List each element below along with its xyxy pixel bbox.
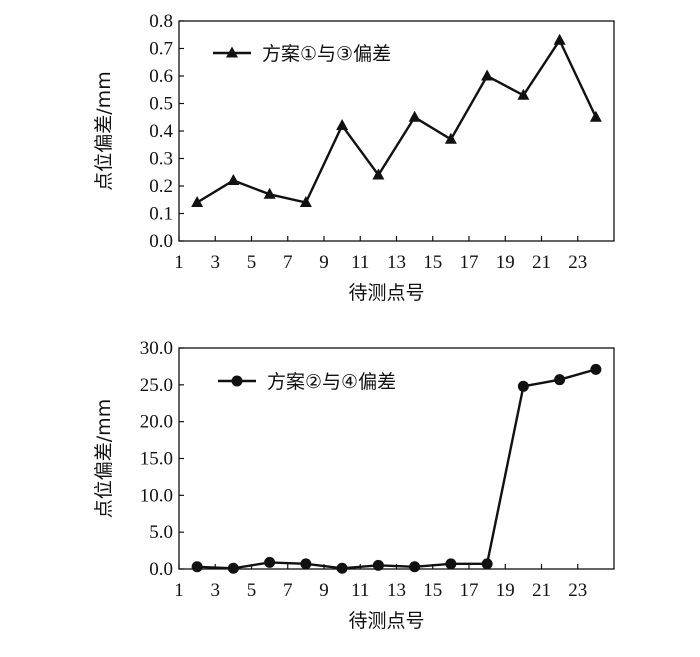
x-tick-label: 17 <box>460 252 479 273</box>
data-point <box>227 562 239 574</box>
x-tick-label: 5 <box>247 580 257 601</box>
y-tick-label: 0.5 <box>149 94 173 115</box>
data-point <box>445 558 457 570</box>
y-tick-label: 0.4 <box>149 121 173 142</box>
y-tick-label: 0.7 <box>149 39 173 60</box>
bottom-chart: 0.05.010.015.020.025.030.01 3 5 7 9 11 13 15 17 1… <box>93 338 615 632</box>
data-point <box>300 558 312 570</box>
data-point <box>517 380 529 392</box>
x-tick-label: 11 <box>351 252 369 273</box>
x-tick-label: 7 <box>283 580 293 601</box>
y-tick-label: 0.1 <box>149 204 173 225</box>
y-tick-label: 5.0 <box>149 522 173 543</box>
legend-marker <box>226 46 238 58</box>
x-tick-label: 9 <box>319 580 329 601</box>
y-tick-label: 30.0 <box>140 338 173 359</box>
legend-label: 方案②与④偏差 <box>267 371 396 393</box>
data-point <box>589 110 602 122</box>
x-tick-label: 11 <box>351 580 369 601</box>
y-tick-label: 15.0 <box>140 449 173 470</box>
legend-marker <box>231 375 243 387</box>
data-point <box>264 556 276 568</box>
y-axis-title: 点位偏差/mm <box>93 399 115 518</box>
x-tick-label: 19 <box>496 580 515 601</box>
x-tick-label: 1 <box>174 580 184 601</box>
x-tick-label: 21 <box>532 580 551 601</box>
x-tick-label: 3 <box>211 580 221 601</box>
y-tick-label: 0.6 <box>149 66 173 87</box>
data-point <box>191 561 203 573</box>
y-tick-label: 0.0 <box>149 231 173 252</box>
y-tick-label: 20.0 <box>140 412 173 433</box>
data-point <box>263 187 276 199</box>
x-tick-label: 23 <box>568 580 587 601</box>
x-tick-label: 13 <box>387 252 406 273</box>
x-tick-label: 19 <box>496 252 515 273</box>
data-point <box>336 562 348 574</box>
data-point <box>191 196 204 207</box>
x-tick-label: 7 <box>283 252 293 273</box>
data-point <box>227 174 240 185</box>
x-tick-label: 13 <box>387 580 406 601</box>
x-tick-label: 9 <box>319 252 329 273</box>
x-tick-label: 15 <box>423 580 442 601</box>
data-point <box>554 374 566 386</box>
data-point <box>372 168 385 180</box>
y-tick-label: 10.0 <box>140 485 173 506</box>
data-point <box>336 119 349 130</box>
series-line <box>196 37 597 204</box>
data-point <box>590 363 602 375</box>
x-tick-label: 3 <box>211 252 221 273</box>
data-point <box>444 132 457 144</box>
x-tick-label: 15 <box>423 252 442 273</box>
data-point <box>408 110 421 122</box>
top-chart: 0.00.10.20.30.40.50.60.70.81 3 5 7 9 11 13 15 17… <box>93 11 615 304</box>
y-tick-label: 25.0 <box>140 375 173 396</box>
data-point <box>409 561 421 573</box>
y-axis-title: 点位偏差/mm <box>93 71 115 190</box>
x-tick-label: 5 <box>247 252 257 273</box>
x-tick-label: 23 <box>568 252 587 273</box>
y-tick-label: 0.2 <box>149 176 173 197</box>
x-tick-label: 21 <box>532 252 551 273</box>
x-axis-title: 待测点号 <box>348 282 424 304</box>
x-tick-label: 17 <box>460 580 479 601</box>
y-tick-label: 0.8 <box>149 11 173 32</box>
data-point <box>299 196 312 207</box>
y-tick-label: 0.0 <box>149 559 173 580</box>
legend-label: 方案①与③偏差 <box>262 43 391 65</box>
data-point <box>553 33 566 45</box>
x-axis-title: 待测点号 <box>348 610 424 632</box>
data-point <box>481 69 494 81</box>
data-point <box>481 558 493 570</box>
series-line <box>197 368 597 570</box>
data-point <box>517 88 530 100</box>
x-tick-label: 1 <box>174 252 184 273</box>
data-point <box>372 559 384 571</box>
y-tick-label: 0.3 <box>149 149 173 170</box>
